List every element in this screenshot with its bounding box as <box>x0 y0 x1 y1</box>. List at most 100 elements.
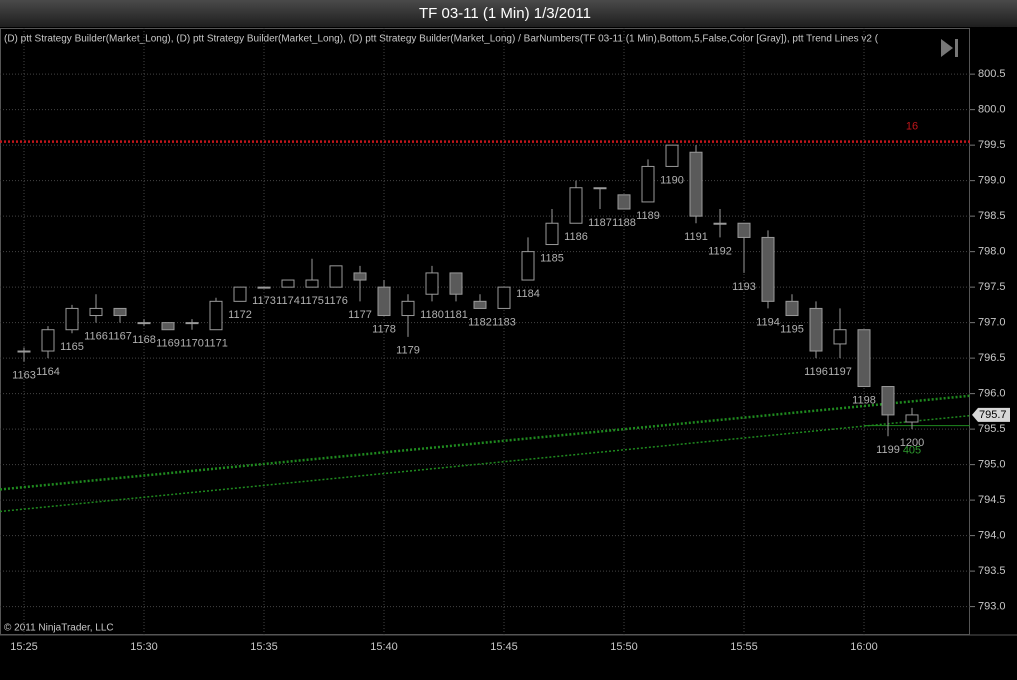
chart-title: TF 03-11 (1 Min) 1/3/2011 <box>419 5 591 22</box>
trend-line <box>0 394 971 491</box>
bar-number: 1163 <box>12 370 36 382</box>
y-tick-label: 799.5 <box>978 139 1006 151</box>
candle-body <box>209 300 223 331</box>
last-price-marker <box>972 407 1010 422</box>
x-tick-label: 15:25 <box>10 641 38 653</box>
bar-number: 1183 <box>492 316 516 328</box>
candle-body <box>305 279 319 288</box>
x-tick-label: 15:40 <box>370 641 398 653</box>
y-tick-label: 796.0 <box>978 388 1006 400</box>
y-tick-label: 799.0 <box>978 175 1006 187</box>
candle-body <box>881 386 895 416</box>
candle-body <box>569 187 583 224</box>
bar-number: 1168 <box>132 334 156 346</box>
x-tick-label: 15:45 <box>490 641 518 653</box>
bar-number: 1179 <box>396 345 420 357</box>
bar-number: 1172 <box>228 309 252 321</box>
x-tick-label: 15:30 <box>130 641 158 653</box>
y-tick-label: 795.0 <box>978 459 1006 471</box>
candle-body <box>593 187 607 190</box>
bar-number: 1192 <box>708 245 732 257</box>
candle-body <box>689 151 703 217</box>
y-tick-label: 793.5 <box>978 565 1006 577</box>
candle-body <box>497 286 511 309</box>
candle-body <box>665 144 679 167</box>
candle-body <box>353 272 367 281</box>
candle-body <box>65 307 79 331</box>
bar-number: 1182 <box>468 316 492 328</box>
candle-body <box>521 251 535 281</box>
bar-number: 1174 <box>276 295 300 307</box>
trend-line <box>0 414 971 513</box>
bar-number: 1193 <box>732 281 756 293</box>
x-tick-label: 16:00 <box>850 641 878 653</box>
candle-body <box>257 286 271 289</box>
trend-label: 405 <box>903 444 921 456</box>
y-tick-label: 798.5 <box>978 210 1006 222</box>
candle-body <box>617 194 631 210</box>
title-bar <box>0 0 1017 27</box>
bar-number: 1198 <box>852 394 876 406</box>
candle-body <box>761 236 775 302</box>
bar-number: 1187 <box>588 217 612 229</box>
bar-number: 1173 <box>252 295 276 307</box>
candle-body <box>833 329 847 345</box>
candle-body <box>785 300 799 317</box>
candle-body <box>377 286 391 317</box>
last-price-label: 795.7 <box>979 409 1007 421</box>
bar-number: 1188 <box>612 217 636 229</box>
bar-number: 1166 <box>84 331 108 343</box>
candle-body <box>281 279 295 288</box>
x-tick-label: 15:55 <box>730 641 758 653</box>
candle-body <box>545 222 559 246</box>
play-button[interactable] <box>941 39 958 57</box>
y-tick-label: 795.5 <box>978 423 1006 435</box>
play-bar[interactable] <box>955 39 958 57</box>
bar-number: 1190 <box>660 174 684 186</box>
bar-number: 1180 <box>420 309 444 321</box>
bar-number: 1196 <box>804 366 828 378</box>
bar-number: 1181 <box>444 309 468 321</box>
bar-number: 1169 <box>156 338 180 350</box>
y-tick-label: 797.5 <box>978 281 1006 293</box>
candle-body <box>473 300 487 309</box>
y-tick-label: 793.0 <box>978 601 1006 613</box>
bar-number: 1189 <box>636 210 660 222</box>
candle-body <box>737 222 751 238</box>
bar-number: 1186 <box>564 231 588 243</box>
y-tick-label: 800.0 <box>978 104 1006 116</box>
bar-number: 1177 <box>348 309 372 321</box>
candle-body <box>449 272 463 295</box>
candle-body <box>713 222 727 225</box>
y-tick-label: 797.0 <box>978 317 1006 329</box>
candle-body <box>41 329 55 352</box>
copyright: © 2011 NinjaTrader, LLC <box>4 623 114 634</box>
candle-body <box>233 286 247 302</box>
x-tick-label: 15:50 <box>610 641 638 653</box>
candle-body <box>185 322 199 325</box>
bar-number: 1194 <box>756 316 780 328</box>
bar-number: 1178 <box>372 323 396 335</box>
bar-number: 1195 <box>780 323 804 335</box>
y-tick-label: 794.0 <box>978 530 1006 542</box>
bar-number: 1176 <box>324 295 348 307</box>
bar-number: 1175 <box>300 295 324 307</box>
candle-body <box>857 329 871 388</box>
candle-body <box>17 350 31 353</box>
candle-body <box>137 322 151 325</box>
play-icon[interactable] <box>941 39 953 57</box>
bar-number: 1167 <box>108 331 132 343</box>
indicator-legend: (D) ptt Strategy Builder(Market_Long), (… <box>4 34 879 45</box>
y-tick-label: 798.0 <box>978 246 1006 258</box>
candle-body <box>905 414 919 423</box>
candle-body <box>113 307 127 317</box>
candle-body <box>329 265 343 288</box>
candle-body <box>425 272 439 295</box>
bar-number: 1199 <box>876 444 900 456</box>
candle-body <box>89 307 103 317</box>
bar-number: 1197 <box>828 366 852 378</box>
candle-body <box>641 165 655 203</box>
bar-number: 1164 <box>36 366 60 378</box>
y-tick-label: 796.5 <box>978 352 1006 364</box>
